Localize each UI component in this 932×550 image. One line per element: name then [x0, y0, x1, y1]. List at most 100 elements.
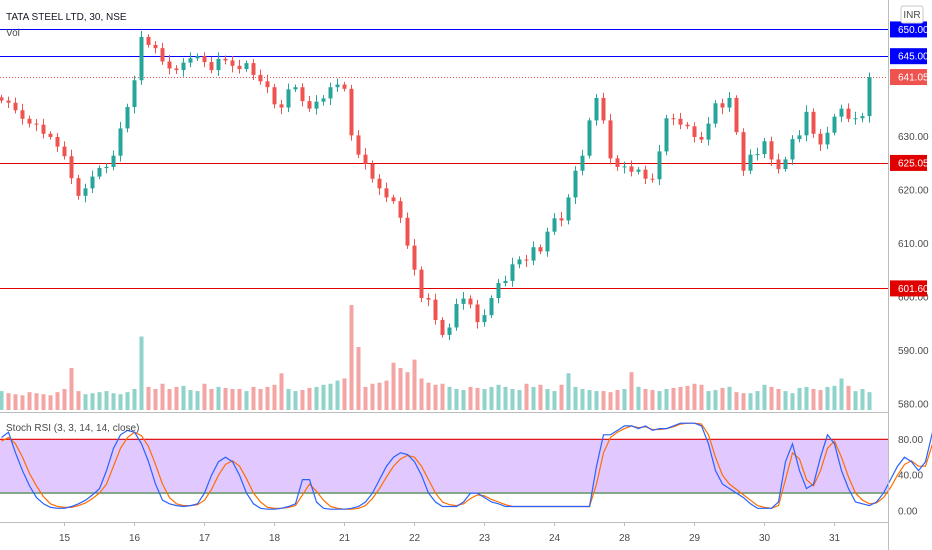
volume-bar: [335, 380, 340, 410]
candle-body: [769, 141, 774, 160]
candle-body: [636, 169, 641, 172]
volume-bar: [153, 389, 158, 410]
price-tick-label: 600.00: [898, 292, 929, 303]
candle-body: [146, 36, 151, 45]
volume-bar: [832, 385, 837, 410]
volume-bar: [104, 391, 109, 410]
volume-bar: [265, 386, 270, 410]
volume-bar: [237, 389, 242, 410]
candle-body: [356, 135, 361, 155]
volume-bar: [405, 372, 410, 410]
candle-body: [167, 61, 172, 69]
candle-body: [734, 97, 739, 133]
candle-body: [314, 101, 319, 109]
candle-body: [209, 62, 214, 71]
volume-bar: [594, 391, 599, 410]
volume-bar: [776, 389, 781, 410]
candle-body: [13, 102, 18, 111]
candle-body: [139, 36, 144, 81]
candle-body: [545, 231, 550, 252]
candlesticks: [0, 31, 872, 341]
candle-body: [594, 97, 599, 121]
candle-body: [251, 63, 256, 75]
volume-bar: [811, 389, 816, 410]
candle-body: [363, 154, 368, 164]
candle-body: [279, 104, 284, 108]
volume-bar: [454, 389, 459, 410]
stoch-rsi-pane[interactable]: Stoch RSI (3, 3, 14, 14, close): [0, 422, 932, 510]
volume-bar: [853, 391, 858, 410]
candle-body: [510, 264, 515, 281]
volume-bar: [727, 386, 732, 410]
volume-bar: [797, 387, 802, 410]
price-axis[interactable]: 630.00 620.00 610.00 600.00 590.00 580.00: [898, 132, 929, 411]
candle-body: [678, 118, 683, 125]
candle-body: [405, 217, 410, 246]
volume-bar: [321, 384, 326, 410]
volume-bar: [720, 387, 725, 410]
price-tick-label: 610.00: [898, 239, 929, 250]
candle-body: [643, 169, 648, 179]
time-tick-label: 31: [829, 533, 841, 544]
time-axis[interactable]: 15 16 17 18 21 22 23 24 28 29 30 31: [59, 522, 841, 544]
candle-body: [657, 151, 662, 180]
candle-body: [538, 247, 543, 252]
volume-bar: [867, 392, 872, 410]
volume-bar: [363, 386, 368, 410]
volume-bar: [706, 391, 711, 410]
volume-bar: [167, 389, 172, 410]
candle-body: [321, 98, 326, 102]
level-tag-bg: [890, 280, 927, 297]
candle-body: [867, 77, 872, 117]
volume-bar: [839, 378, 844, 410]
candle-body: [741, 132, 746, 171]
indicator-tick-label: 80.00: [898, 435, 923, 446]
price-tags: 650.00 645.00 625.05 601.60 641.05: [890, 21, 929, 297]
candle-body: [846, 108, 851, 119]
candle-body: [335, 84, 340, 88]
volume-bar: [0, 391, 4, 410]
price-tick-label: 630.00: [898, 132, 929, 143]
level-tag-bg: [890, 154, 927, 171]
volume-bar: [657, 391, 662, 410]
candle-body: [524, 259, 529, 261]
time-tick-label: 29: [689, 533, 701, 544]
volume-bar: [279, 373, 284, 410]
candle-body: [755, 154, 760, 156]
time-tick-label: 17: [199, 533, 211, 544]
volume-bar: [713, 390, 718, 410]
volume-bar: [531, 386, 536, 410]
candle-body: [587, 120, 592, 156]
candle-body: [727, 97, 732, 108]
volume-bar: [216, 386, 221, 410]
volume-bar: [195, 391, 200, 410]
volume-bar: [34, 393, 39, 410]
volume-bar: [230, 389, 235, 410]
price-pane[interactable]: TATA STEEL LTD, 30, NSE Vol: [0, 12, 888, 410]
volume-bar: [433, 384, 438, 410]
candle-body: [699, 136, 704, 140]
volume-bar: [559, 384, 564, 410]
stoch-d-line: [1, 422, 932, 510]
candle-body: [195, 56, 200, 59]
candle-body: [853, 118, 858, 120]
candle-body: [111, 155, 116, 167]
time-tick-label: 18: [269, 533, 281, 544]
candle-body: [860, 116, 865, 119]
candle-body: [370, 163, 375, 179]
candle-body: [839, 108, 844, 117]
volume-bar: [62, 389, 67, 410]
candle-body: [489, 298, 494, 316]
volume-bar: [699, 384, 704, 410]
volume-bar: [615, 390, 620, 410]
candle-body: [615, 158, 620, 167]
volume-bar: [377, 382, 382, 410]
candle-body: [419, 269, 424, 299]
candle-body: [349, 88, 354, 136]
candle-body: [34, 123, 39, 125]
candle-body: [825, 132, 830, 145]
candle-body: [83, 188, 88, 196]
volume-bar: [496, 384, 501, 410]
candle-body: [104, 166, 109, 169]
currency-badge[interactable]: [900, 5, 924, 24]
